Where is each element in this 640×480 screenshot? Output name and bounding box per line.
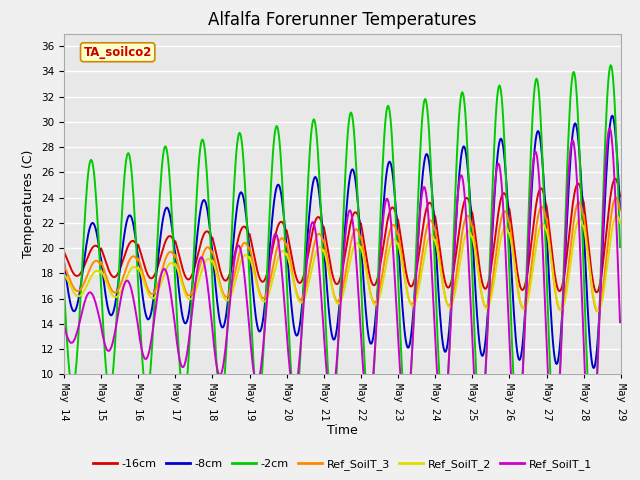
Text: TA_soilco2: TA_soilco2 [83, 46, 152, 59]
Title: Alfalfa Forerunner Temperatures: Alfalfa Forerunner Temperatures [208, 11, 477, 29]
Y-axis label: Temperatures (C): Temperatures (C) [22, 150, 35, 258]
X-axis label: Time: Time [327, 424, 358, 437]
Legend: -16cm, -8cm, -2cm, Ref_SoilT_3, Ref_SoilT_2, Ref_SoilT_1: -16cm, -8cm, -2cm, Ref_SoilT_3, Ref_Soil… [88, 455, 596, 475]
